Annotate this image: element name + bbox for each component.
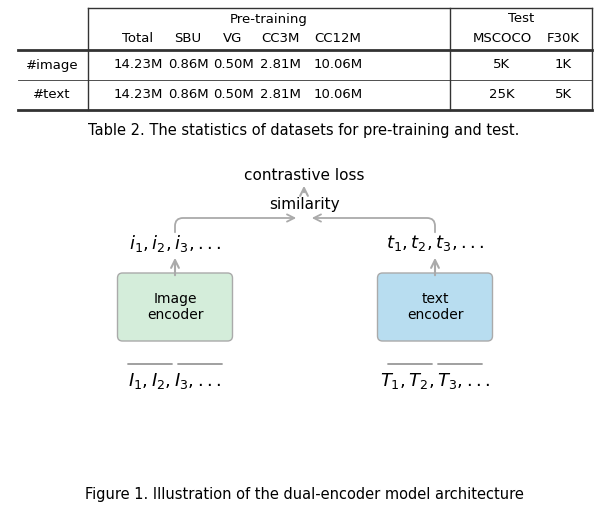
Text: 2.81M: 2.81M [260,88,300,101]
Text: 10.06M: 10.06M [314,88,362,101]
Text: $T_1, T_2, T_3, ...$: $T_1, T_2, T_3, ...$ [380,371,490,391]
Text: SBU: SBU [174,32,202,46]
Text: Total: Total [122,32,154,46]
Text: 5K: 5K [494,59,511,71]
Text: 0.86M: 0.86M [168,59,209,71]
Text: 0.50M: 0.50M [213,88,254,101]
Text: Image
encoder: Image encoder [147,292,203,322]
Text: CC3M: CC3M [261,32,299,46]
FancyBboxPatch shape [378,273,492,341]
Text: $t_1, t_2, t_3, ...$: $t_1, t_2, t_3, ...$ [385,233,485,253]
Text: Table 2. The statistics of datasets for pre-training and test.: Table 2. The statistics of datasets for … [88,122,520,138]
Text: 1K: 1K [554,59,572,71]
Text: text
encoder: text encoder [407,292,463,322]
Text: $i_1, i_2, i_3, ...$: $i_1, i_2, i_3, ...$ [129,232,221,253]
FancyBboxPatch shape [117,273,232,341]
Text: 14.23M: 14.23M [113,88,163,101]
Text: $I_1, I_2, I_3, ...$: $I_1, I_2, I_3, ...$ [128,371,222,391]
Text: MSCOCO: MSCOCO [472,32,531,46]
Text: 25K: 25K [489,88,515,101]
Text: 0.86M: 0.86M [168,88,209,101]
Text: 2.81M: 2.81M [260,59,300,71]
Text: CC12M: CC12M [314,32,361,46]
Text: 14.23M: 14.23M [113,59,163,71]
Text: 0.50M: 0.50M [213,59,254,71]
Text: similarity: similarity [269,197,339,212]
Text: VG: VG [223,32,243,46]
Text: contrastive loss: contrastive loss [244,168,364,182]
Text: Test: Test [508,12,534,26]
Text: 10.06M: 10.06M [314,59,362,71]
Text: Pre-training: Pre-training [230,12,308,26]
Text: 5K: 5K [554,88,572,101]
Text: #image: #image [26,59,78,71]
Text: #text: #text [33,88,71,101]
Text: F30K: F30K [547,32,579,46]
Text: Figure 1. Illustration of the dual-encoder model architecture: Figure 1. Illustration of the dual-encod… [85,487,523,503]
